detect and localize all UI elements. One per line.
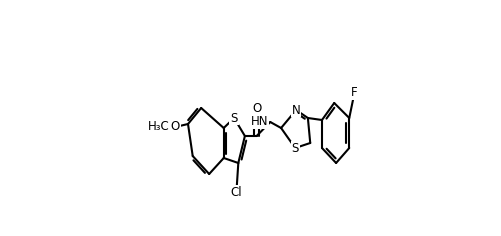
Text: Cl: Cl — [230, 185, 242, 198]
Text: O: O — [252, 101, 261, 114]
Text: N: N — [291, 104, 300, 117]
Text: F: F — [350, 87, 357, 100]
Text: S: S — [291, 142, 298, 155]
Text: S: S — [230, 111, 237, 125]
Text: H₃C: H₃C — [147, 121, 169, 134]
Text: O: O — [170, 121, 179, 134]
Text: HN: HN — [250, 115, 268, 128]
